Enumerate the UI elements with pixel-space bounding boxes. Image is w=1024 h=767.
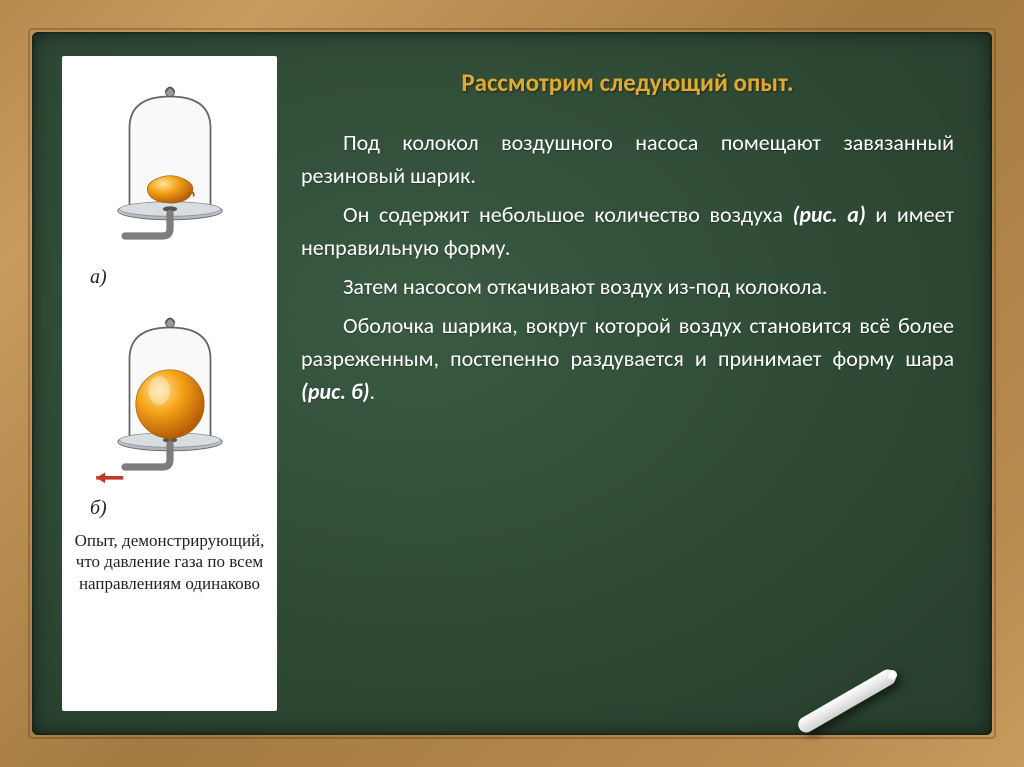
figure-panel: а) <box>62 56 277 711</box>
text-column: Рассмотрим следующий опыт. Под колокол в… <box>301 56 962 711</box>
p2-ref: (рис. а) <box>793 201 866 228</box>
p2-text-a: Он содержит небольшое количество воздуха <box>343 201 793 228</box>
p4-text-b: . <box>370 378 376 405</box>
figure-a-label: а) <box>90 266 107 289</box>
chalkboard: а) <box>32 32 992 735</box>
paragraph-4: Оболочка шарика, вокруг которой воздух с… <box>301 309 954 408</box>
p4-ref: (рис. б) <box>301 378 370 405</box>
slide-heading: Рассмотрим следующий опыт. <box>301 64 954 102</box>
figure-b-label: б) <box>90 497 107 520</box>
wooden-frame: а) <box>0 0 1024 767</box>
figure-a-image <box>72 64 267 264</box>
paragraph-2: Он содержит небольшое количество воздуха… <box>301 198 954 264</box>
figure-caption: Опыт, демонстрирующий, что давление газа… <box>72 530 267 594</box>
figure-b-image <box>72 295 267 495</box>
p3-text: Затем насосом откачивают воздух из-под к… <box>343 273 827 300</box>
paragraph-3: Затем насосом откачивают воздух из-под к… <box>301 270 954 303</box>
p4-text-a: Оболочка шарика, вокруг которой воздух с… <box>301 312 954 372</box>
paragraph-1: Под колокол воздушного насоса помещают з… <box>301 126 954 192</box>
p1-text: Под колокол воздушного насоса помещают з… <box>301 129 954 189</box>
